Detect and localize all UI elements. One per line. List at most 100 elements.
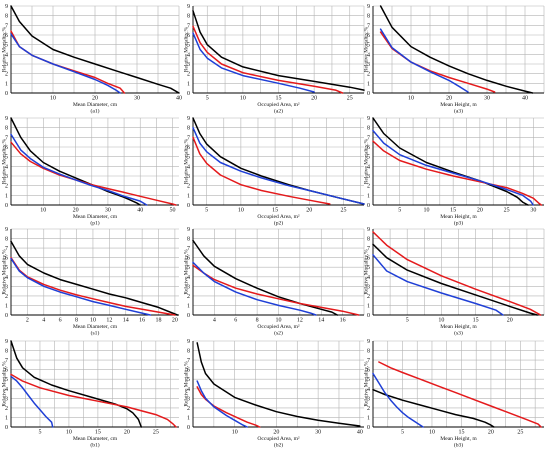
y-tick-label: 0	[5, 91, 8, 97]
y-tick-label: 3	[367, 284, 370, 290]
x-tick-label: 16	[340, 318, 346, 324]
y-tick-label: 4	[187, 275, 190, 281]
panel-label: (p2)	[274, 220, 283, 227]
y-tick-label: 7	[367, 246, 370, 252]
y-tick-label: 6	[5, 33, 8, 39]
x-tick-label: 20	[488, 430, 494, 436]
y-tick-label: 5	[5, 377, 8, 383]
series-black-line	[10, 240, 179, 316]
series-red-line	[192, 264, 360, 316]
y-tick-label: 0	[367, 425, 370, 431]
x-tick-label: 20	[172, 318, 178, 324]
x-tick-label: 4	[42, 318, 45, 324]
chart-a3: 0 1 2 3 4 5 6 7 8 9 10 20 30 40 Mean Height, m(a3) Rela…	[364, 4, 545, 115]
y-tick-label: 7	[5, 135, 8, 141]
y-tick-label: 4	[5, 164, 8, 170]
y-tick-label: 0	[5, 313, 8, 319]
y-tick-label: 4	[5, 387, 8, 393]
y-tick-label: 2	[187, 294, 190, 300]
x-tick-label: 5	[206, 96, 209, 102]
series-red-line	[10, 141, 177, 206]
y-tick-label: 7	[367, 135, 370, 141]
x-tick-label: 40	[137, 208, 143, 214]
x-axis-label: Mean Diameter, cm	[73, 102, 118, 108]
series-red-line	[192, 136, 331, 205]
x-tick-label: 10	[238, 208, 244, 214]
x-axis-label: Mean Height, m	[440, 436, 477, 442]
x-axis-label: Mean Height, m	[440, 214, 477, 220]
y-tick-label: 8	[5, 126, 8, 132]
y-tick-label: 9	[187, 4, 190, 10]
x-tick-label: 20	[124, 430, 130, 436]
series-blue-line	[10, 33, 121, 94]
y-tick-label: 3	[187, 396, 190, 402]
x-tick-label: 2	[26, 318, 29, 324]
y-tick-label: 5	[5, 43, 8, 49]
chart-b3: 0 1 2 3 4 5 6 7 8 9 5 10 15 20 25 Mean Height, m(b3) Rel…	[364, 339, 544, 449]
y-tick-label: 6	[187, 145, 190, 151]
y-tick-label: 6	[187, 256, 190, 262]
chart-p2: 0 1 2 3 4 5 6 7 8 9 5 10 15 20 25 Occupied Area, m²(p2)…	[184, 116, 365, 227]
series-red-line	[378, 361, 542, 428]
x-tick-label: 15	[272, 208, 278, 214]
series-red-line	[372, 231, 542, 316]
x-tick-label: 16	[139, 318, 145, 324]
y-axis-label: Relative Mortality,%	[184, 26, 190, 72]
x-tick-label: 6	[59, 318, 62, 324]
x-tick-label: 10	[240, 96, 246, 102]
series-blue-line	[192, 126, 365, 205]
x-axis-label: Occupied Area, m²	[257, 102, 300, 108]
y-tick-label: 8	[367, 126, 370, 132]
series-blue-line	[372, 372, 424, 428]
x-tick-label: 25	[347, 96, 353, 102]
y-tick-label: 0	[187, 91, 190, 97]
y-axis-label: Relative Mortality,%	[2, 138, 8, 184]
x-tick-label: 15	[450, 208, 456, 214]
series-red-line	[372, 140, 543, 206]
x-tick-label: 14	[318, 318, 324, 324]
panel-label: (p1)	[90, 220, 99, 227]
series-blue-line	[10, 133, 148, 206]
y-tick-label: 2	[367, 406, 370, 412]
x-tick-label: 10	[50, 96, 56, 102]
x-axis-label: Mean Diameter, cm	[73, 436, 118, 442]
y-tick-label: 6	[187, 368, 190, 374]
y-tick-label: 7	[187, 246, 190, 252]
y-tick-label: 5	[187, 155, 190, 161]
y-tick-label: 7	[367, 358, 370, 364]
y-tick-label: 1	[187, 193, 190, 199]
x-tick-label: 4	[213, 318, 216, 324]
x-tick-label: 8	[75, 318, 78, 324]
y-tick-label: 3	[367, 396, 370, 402]
y-tick-label: 9	[367, 227, 370, 233]
x-tick-label: 14	[123, 318, 129, 324]
series-black-line	[10, 340, 143, 428]
y-tick-label: 1	[5, 193, 8, 199]
x-tick-label: 5	[401, 430, 404, 436]
y-tick-label: 1	[367, 193, 370, 199]
y-tick-label: 1	[187, 81, 190, 87]
y-tick-label: 0	[187, 425, 190, 431]
x-tick-label: 20	[273, 430, 279, 436]
y-tick-label: 6	[5, 368, 8, 374]
y-tick-label: 8	[5, 14, 8, 20]
y-tick-label: 6	[5, 256, 8, 262]
chart-s3: 0 1 2 3 4 5 6 7 8 9 5 10 15 20 Mean Height, m(s3) Relat…	[364, 227, 545, 337]
chart-p3: 0 1 2 3 4 5 6 7 8 9 5 10 15 20 25 30 Mean Height, m(p3) R…	[364, 116, 544, 227]
y-axis-label: Relative Mortality,%	[364, 361, 370, 407]
y-tick-label: 2	[367, 184, 370, 190]
x-axis-label: Mean Diameter, cm	[73, 324, 118, 330]
y-axis-label: Relative Mortality,%	[364, 138, 370, 184]
y-tick-label: 5	[367, 155, 370, 161]
x-tick-label: 20	[477, 208, 483, 214]
x-tick-label: 10	[276, 318, 282, 324]
y-tick-label: 6	[367, 145, 370, 151]
y-tick-label: 6	[367, 368, 370, 374]
x-tick-label: 30	[530, 208, 536, 214]
y-tick-label: 4	[367, 164, 370, 170]
y-tick-label: 1	[367, 303, 370, 309]
y-tick-label: 3	[5, 62, 8, 68]
x-tick-label: 25	[340, 208, 346, 214]
y-tick-label: 1	[5, 415, 8, 421]
x-tick-label: 10	[438, 318, 444, 324]
